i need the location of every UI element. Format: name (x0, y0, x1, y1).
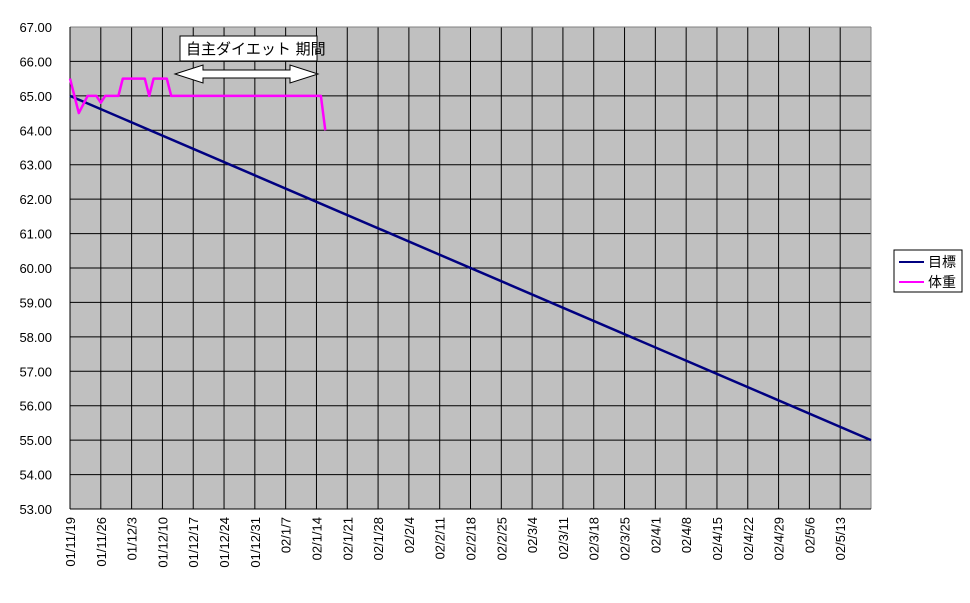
x-axis: 01/11/19 01/11/26 01/12/3 01/12/10 01/12/17 0… (63, 508, 871, 568)
y-tick-label: 53.00 (19, 502, 52, 517)
legend-label-weight: 体重 (928, 275, 956, 291)
x-tick-label: 02/3/25 (618, 517, 633, 560)
y-tick-label: 56.00 (19, 399, 52, 414)
diet-period-annotation: 自主ダイエット 期間 (173, 35, 326, 84)
data-series (68, 77, 872, 442)
x-tick-label: 02/2/11 (433, 517, 448, 559)
x-tick-label: 02/4/29 (772, 517, 787, 560)
x-tick-label: 01/11/26 (94, 517, 109, 567)
y-tick-label: 54.00 (19, 468, 52, 483)
x-tick-label: 02/5/6 (802, 517, 817, 553)
x-tick-label: 01/12/3 (125, 517, 140, 560)
y-tick-label: 65.00 (19, 89, 52, 104)
legend-label-target: 目標 (928, 255, 956, 271)
x-tick-label: 02/3/18 (587, 517, 602, 560)
y-tick-label: 67.00 (19, 20, 52, 35)
y-tick-label: 63.00 (19, 158, 52, 173)
y-tick-label: 60.00 (19, 261, 52, 276)
x-tick-label: 02/4/15 (710, 517, 725, 560)
series-line (68, 77, 327, 131)
x-tick-label: 01/12/31 (248, 517, 263, 568)
y-tick-label: 58.00 (19, 330, 52, 345)
legend-box (893, 249, 963, 293)
x-tick-label: 02/3/11 (556, 517, 571, 559)
y-axis: 67.00 66.00 65.00 64.00 63.00 62.00 61.00 60.00… (19, 20, 71, 517)
legend: 目標 体重 (893, 249, 963, 293)
x-tick-label: 02/5/13 (833, 517, 848, 560)
y-tick-label: 64.00 (19, 123, 52, 138)
double-arrow-icon (173, 64, 320, 84)
x-tick-label: 02/1/28 (371, 517, 386, 560)
x-tick-label: 02/4/22 (741, 517, 756, 560)
y-tick-label: 57.00 (19, 364, 52, 379)
x-tick-label: 02/3/4 (525, 517, 540, 553)
x-tick-label: 02/4/1 (648, 517, 663, 553)
x-tick-label: 02/1/7 (279, 517, 294, 553)
x-tick-label: 02/2/4 (402, 517, 417, 553)
y-tick-label: 66.00 (19, 54, 52, 69)
x-tick-label: 01/12/17 (186, 517, 201, 568)
x-tick-label: 02/2/18 (464, 517, 479, 560)
x-tick-label: 02/2/25 (494, 517, 509, 560)
series-line (69, 94, 872, 442)
y-tick-label: 55.00 (19, 433, 52, 448)
x-tick-label: 02/1/14 (309, 517, 324, 560)
x-tick-label: 02/4/8 (679, 517, 694, 553)
x-tick-label: 01/12/10 (155, 517, 170, 568)
annotation-label: 自主ダイエット 期間 (186, 40, 326, 58)
x-tick-label: 01/12/24 (217, 517, 232, 568)
x-tick-label: 01/11/19 (63, 517, 78, 567)
annotation-box (179, 35, 318, 62)
y-tick-label: 59.00 (19, 295, 52, 310)
x-tick-label: 02/1/21 (340, 517, 355, 560)
y-tick-label: 61.00 (19, 227, 52, 242)
y-tick-label: 62.00 (19, 192, 52, 207)
